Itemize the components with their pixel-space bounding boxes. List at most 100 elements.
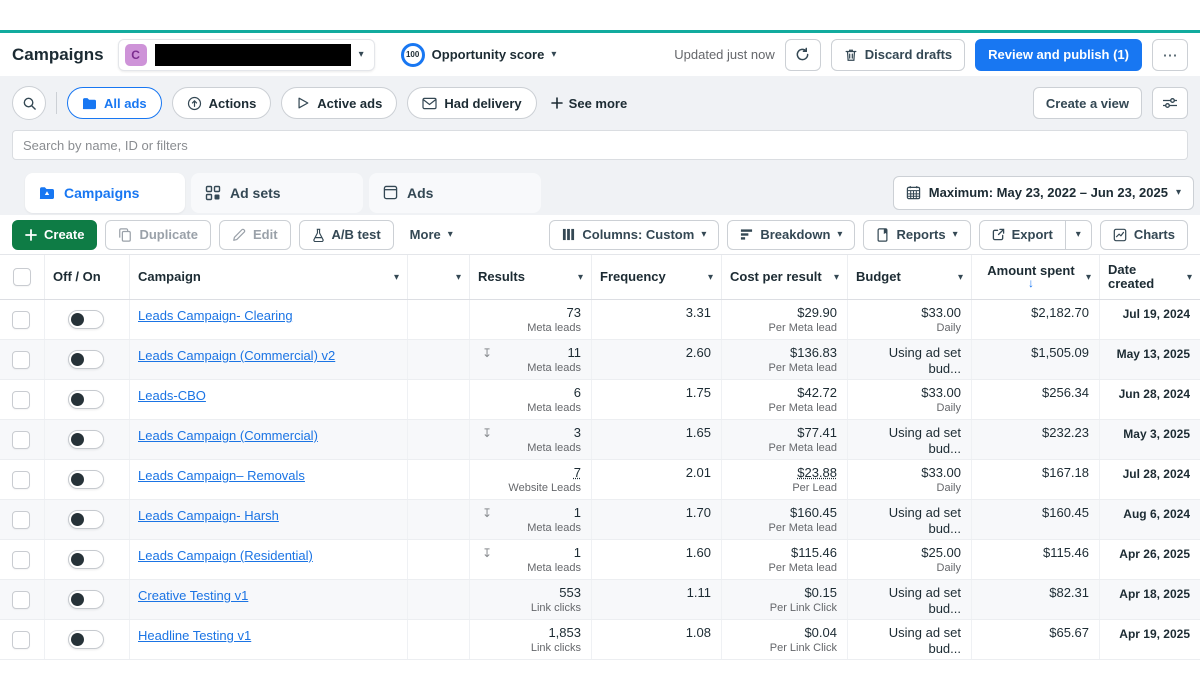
campaign-cell: Headline Testing v1: [130, 620, 408, 659]
campaign-link[interactable]: Leads Campaign (Commercial) v2: [138, 348, 336, 363]
pencil-icon: [233, 228, 246, 241]
view-settings-button[interactable]: [1152, 87, 1188, 119]
column-header-attribution[interactable]: ▾: [408, 255, 470, 299]
edit-button[interactable]: Edit: [218, 219, 291, 250]
chevron-down-icon: ▾: [833, 271, 839, 283]
select-all-checkbox[interactable]: [0, 255, 45, 299]
campaign-toggle[interactable]: [68, 590, 104, 609]
charts-button[interactable]: Charts: [1099, 219, 1188, 250]
charts-icon: [1113, 228, 1127, 241]
campaign-link[interactable]: Leads Campaign– Removals: [138, 468, 305, 483]
budget-cell: $33.00 Daily: [848, 380, 972, 419]
campaign-toggle[interactable]: [68, 550, 104, 569]
row-checkbox[interactable]: [0, 580, 45, 619]
breakdown-button[interactable]: Breakdown ▾: [727, 219, 856, 250]
chevron-down-icon: ▾: [701, 229, 707, 240]
refresh-button[interactable]: [784, 38, 821, 71]
tab-ad-sets[interactable]: Ad sets: [191, 172, 363, 213]
amount-spent-cell: $82.31: [972, 580, 1100, 619]
campaign-link[interactable]: Headline Testing v1: [138, 628, 252, 643]
account-selector[interactable]: C ▾: [117, 38, 375, 71]
column-header-cost-per-result[interactable]: Cost per result ▾: [722, 255, 848, 299]
off-on-cell: [45, 540, 130, 579]
duplicate-button[interactable]: Duplicate: [105, 219, 211, 250]
tab-campaigns[interactable]: Campaigns: [25, 172, 185, 213]
more-menu-button[interactable]: More ▾: [401, 219, 461, 250]
column-header-results[interactable]: Results ▾: [470, 255, 592, 299]
budget-cell: $33.00 Daily: [848, 300, 972, 339]
campaign-link[interactable]: Leads Campaign- Clearing: [138, 308, 293, 323]
create-view-button[interactable]: Create a view: [1032, 87, 1142, 119]
amount-spent-cell: $232.23: [972, 420, 1100, 459]
see-more-button[interactable]: See more: [550, 96, 627, 111]
columns-icon: [563, 228, 575, 241]
campaign-toggle[interactable]: [68, 430, 104, 449]
export-button[interactable]: Export: [980, 221, 1065, 249]
toggle-knob-icon: [71, 473, 84, 486]
more-button[interactable]: ⋯: [1152, 38, 1188, 71]
chevron-down-icon: ▾: [455, 271, 461, 283]
create-button[interactable]: Create: [12, 219, 98, 250]
column-header-campaign[interactable]: Campaign ▾: [130, 255, 408, 299]
chevron-down-icon: ▾: [358, 49, 364, 60]
budget-cell: Using ad set bud...: [848, 620, 972, 659]
column-header-budget[interactable]: Budget ▾: [848, 255, 972, 299]
table-row: Leads Campaign– Removals 7 Website Leads 2.…: [0, 460, 1200, 500]
filter-pill-all-ads[interactable]: All ads: [67, 87, 162, 119]
campaign-toggle[interactable]: [68, 510, 104, 529]
discard-drafts-button[interactable]: Discard drafts: [830, 38, 966, 71]
off-on-cell: [45, 620, 130, 659]
toggle-knob-icon: [71, 633, 84, 646]
row-checkbox[interactable]: [0, 620, 45, 659]
search-button[interactable]: [12, 86, 46, 120]
frequency-cell: 2.01: [592, 460, 722, 499]
ab-test-button[interactable]: A/B test: [298, 219, 394, 250]
campaign-toggle[interactable]: [68, 470, 104, 489]
campaign-link[interactable]: Leads Campaign (Commercial): [138, 428, 318, 443]
chevron-down-icon: ▾: [577, 271, 583, 283]
row-checkbox[interactable]: [0, 500, 45, 539]
campaign-link[interactable]: Leads-CBO: [138, 388, 206, 403]
cost-per-result-cell: $29.90 Per Meta lead: [722, 300, 848, 339]
search-input[interactable]: [12, 130, 1188, 160]
row-checkbox[interactable]: [0, 420, 45, 459]
table-row: Leads-CBO 6 Meta leads 1.75 $42.72 Per Meta l…: [0, 380, 1200, 420]
frequency-cell: 1.75: [592, 380, 722, 419]
column-header-amount-spent[interactable]: Amount spent ↓ ▾: [972, 255, 1100, 299]
attribution-cell: [408, 540, 470, 579]
row-checkbox[interactable]: [0, 300, 45, 339]
filter-pill-actions[interactable]: Actions: [171, 87, 272, 119]
campaign-toggle[interactable]: [68, 630, 104, 649]
filter-pill-active-ads[interactable]: Active ads: [281, 87, 398, 119]
cost-per-result-cell: $115.46 Per Meta lead: [722, 540, 848, 579]
campaign-toggle[interactable]: [68, 310, 104, 329]
amount-spent-cell: $65.67: [972, 620, 1100, 659]
filter-pill-had-delivery[interactable]: Had delivery: [407, 87, 537, 119]
table-row: Leads Campaign (Commercial) ↧ 3 Meta leads 1…: [0, 420, 1200, 460]
opportunity-score[interactable]: 100 Opportunity score ▾: [400, 42, 556, 67]
export-button-group: Export ▾: [978, 219, 1092, 250]
amount-spent-cell: $115.46: [972, 540, 1100, 579]
review-publish-button[interactable]: Review and publish (1): [975, 38, 1142, 71]
attribution-arrow-icon: ↧: [482, 546, 493, 560]
campaign-cell: Creative Testing v1: [130, 580, 408, 619]
tab-ads[interactable]: Ads: [369, 172, 541, 213]
column-header-frequency[interactable]: Frequency ▾: [592, 255, 722, 299]
results-cell: 553 Link clicks: [470, 580, 592, 619]
campaign-toggle[interactable]: [68, 350, 104, 369]
row-checkbox[interactable]: [0, 460, 45, 499]
campaign-link[interactable]: Leads Campaign (Residential): [138, 548, 313, 563]
campaign-link[interactable]: Creative Testing v1: [138, 588, 249, 603]
campaign-link[interactable]: Leads Campaign- Harsh: [138, 508, 279, 523]
reports-icon: [877, 227, 888, 242]
column-header-date-created[interactable]: Date created ▾: [1108, 262, 1192, 291]
row-checkbox[interactable]: [0, 380, 45, 419]
toolbar: Create Duplicate Edit A/B test More ▾ Co…: [0, 215, 1200, 255]
columns-button[interactable]: Columns: Custom ▾: [549, 219, 720, 250]
export-options-button[interactable]: ▾: [1064, 220, 1091, 249]
row-checkbox[interactable]: [0, 540, 45, 579]
row-checkbox[interactable]: [0, 340, 45, 379]
campaign-toggle[interactable]: [68, 390, 104, 409]
reports-button[interactable]: Reports ▾: [863, 219, 971, 250]
date-range-selector[interactable]: Maximum: May 23, 2022 – Jun 23, 2025 ▾: [892, 175, 1194, 210]
